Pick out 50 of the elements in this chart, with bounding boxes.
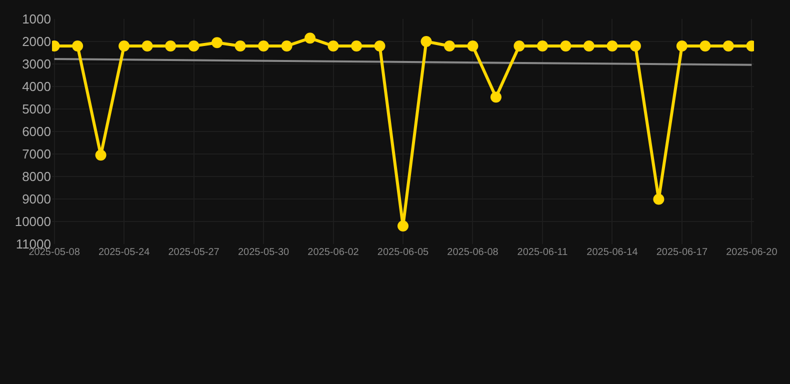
point [653,194,664,205]
x-tick-label: 2025-05-30 [238,247,290,258]
point [700,40,711,52]
y-tick-label: 10000 [14,214,51,230]
point [328,40,339,52]
y-tick-label: 6000 [22,124,51,140]
point [444,40,455,52]
point [118,40,130,52]
x-tick-label: 2025-06-05 [377,247,430,258]
x-tick-label: 2025-06-17 [656,247,708,258]
point [188,40,200,52]
point [165,40,176,52]
y-tick-label: 5000 [22,102,51,117]
point [467,40,478,52]
point [212,37,223,48]
point [258,40,270,52]
x-tick-label: 2025-06-11 [517,247,568,258]
point [234,40,246,52]
point [304,32,316,44]
x-tick-label: 2025-06-08 [447,247,499,258]
point [583,40,594,52]
y-tick-label: 1000 [22,12,51,27]
x-tick-label: 2025-05-24 [98,247,150,258]
y-tick-label: 7000 [22,146,51,162]
point [630,40,641,52]
point [72,40,84,52]
point [676,40,688,52]
point [351,40,362,52]
x-tick-label: 2025-05-08 [28,247,80,258]
point [142,40,153,52]
point [536,40,548,52]
point [420,36,432,47]
point [560,40,572,52]
point [281,40,292,52]
x-tick-label: 2025-06-14 [586,247,638,258]
point [398,220,408,232]
x-tick-label: 2025-06-20 [726,247,778,258]
point [514,40,525,52]
x-tick-label: 2025-06-02 [308,247,360,258]
y-tick-label: 3000 [22,56,51,72]
point [374,40,386,52]
y-tick-label: 2000 [22,34,51,50]
point [606,40,618,52]
y-tick-label: 4000 [22,79,51,94]
x-tick-label: 2025-05-27 [168,247,220,258]
point [490,92,502,103]
y-tick-label: 8000 [22,169,51,184]
point [95,150,106,161]
point [722,40,734,52]
y-tick-label: 9000 [22,192,51,207]
